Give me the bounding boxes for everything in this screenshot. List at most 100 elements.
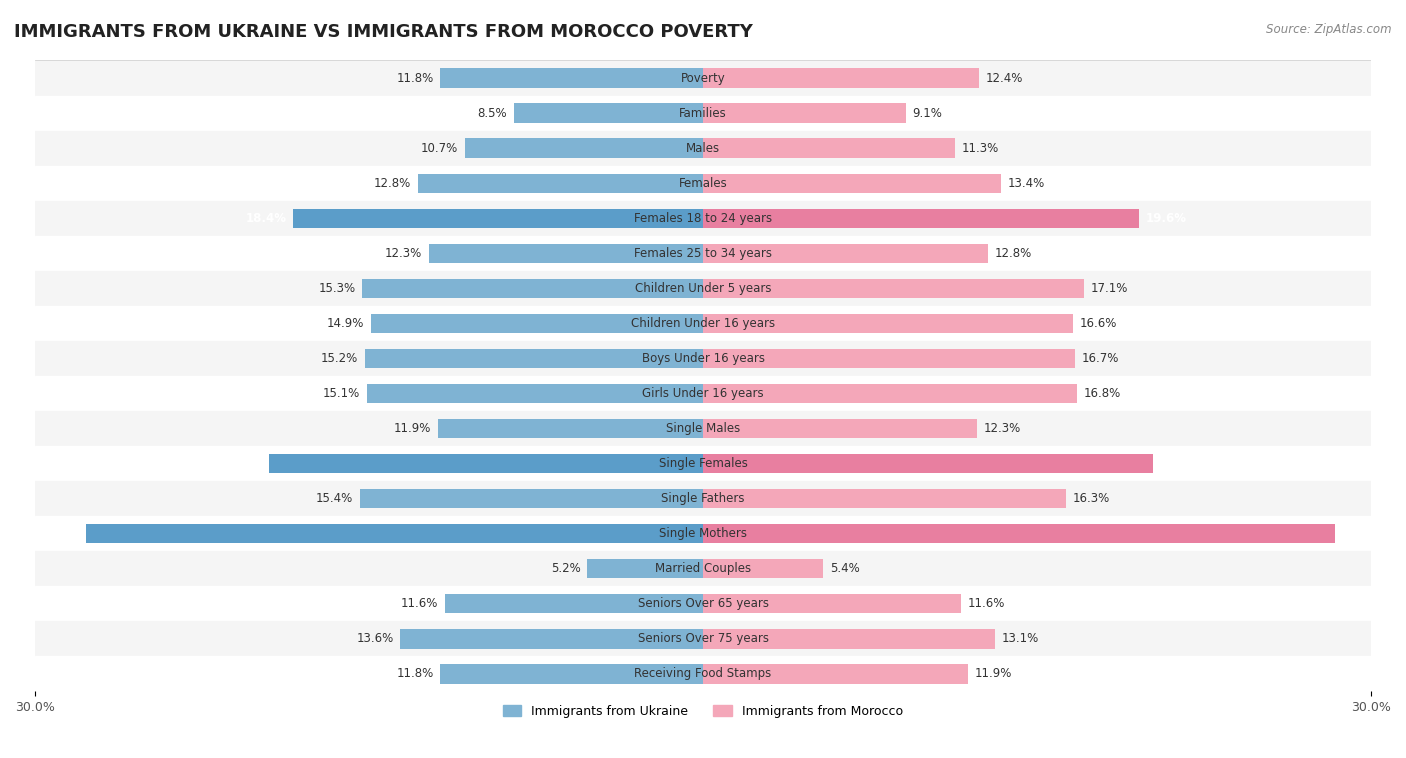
Text: Single Males: Single Males (666, 422, 740, 435)
Text: 11.9%: 11.9% (974, 668, 1012, 681)
Text: 12.3%: 12.3% (984, 422, 1021, 435)
Bar (588, 559, 703, 578)
Text: Females 18 to 24 years: Females 18 to 24 years (634, 211, 772, 224)
Bar (703, 629, 994, 649)
Text: 12.4%: 12.4% (986, 71, 1024, 84)
Text: Married Couples: Married Couples (655, 562, 751, 575)
Text: 15.4%: 15.4% (316, 492, 353, 505)
Text: 16.6%: 16.6% (1080, 317, 1116, 330)
Text: IMMIGRANTS FROM UKRAINE VS IMMIGRANTS FROM MOROCCO POVERTY: IMMIGRANTS FROM UKRAINE VS IMMIGRANTS FR… (14, 23, 754, 41)
Bar (294, 208, 703, 228)
Bar (35, 587, 1371, 622)
Text: Children Under 5 years: Children Under 5 years (634, 282, 772, 295)
Text: 18.4%: 18.4% (246, 211, 287, 224)
Bar (35, 411, 1371, 446)
Bar (440, 68, 703, 88)
Bar (371, 314, 703, 333)
Text: 10.7%: 10.7% (420, 142, 458, 155)
Bar (35, 551, 1371, 587)
Text: Families: Families (679, 107, 727, 120)
Text: Single Females: Single Females (658, 457, 748, 470)
Bar (444, 594, 703, 613)
Text: 17.1%: 17.1% (1091, 282, 1128, 295)
Bar (703, 279, 1084, 298)
Text: 11.6%: 11.6% (401, 597, 439, 610)
Text: 13.1%: 13.1% (1001, 632, 1039, 645)
Bar (35, 271, 1371, 306)
Text: 12.8%: 12.8% (994, 247, 1032, 260)
Bar (703, 384, 1077, 403)
Text: 14.9%: 14.9% (328, 317, 364, 330)
Bar (703, 139, 955, 158)
Bar (35, 306, 1371, 341)
Text: Females 25 to 34 years: Females 25 to 34 years (634, 247, 772, 260)
Bar (35, 130, 1371, 166)
Bar (35, 481, 1371, 516)
Text: Poverty: Poverty (681, 71, 725, 84)
Text: Seniors Over 65 years: Seniors Over 65 years (637, 597, 769, 610)
Bar (401, 629, 703, 649)
Bar (367, 384, 703, 403)
Text: 13.4%: 13.4% (1008, 177, 1045, 190)
Bar (703, 174, 1001, 193)
Bar (703, 68, 979, 88)
Text: 28.4%: 28.4% (1343, 528, 1384, 540)
Text: 12.8%: 12.8% (374, 177, 412, 190)
Bar (703, 664, 967, 684)
Bar (703, 243, 988, 263)
Bar (363, 279, 703, 298)
Text: Boys Under 16 years: Boys Under 16 years (641, 352, 765, 365)
Bar (513, 103, 703, 123)
Text: 16.8%: 16.8% (1084, 387, 1121, 400)
Bar (35, 166, 1371, 201)
Bar (703, 454, 1153, 473)
Text: Source: ZipAtlas.com: Source: ZipAtlas.com (1267, 23, 1392, 36)
Bar (35, 201, 1371, 236)
Bar (703, 314, 1073, 333)
Legend: Immigrants from Ukraine, Immigrants from Morocco: Immigrants from Ukraine, Immigrants from… (498, 700, 908, 723)
Bar (703, 489, 1066, 509)
Bar (35, 236, 1371, 271)
Bar (269, 454, 703, 473)
Bar (360, 489, 703, 509)
Bar (703, 559, 824, 578)
Text: Children Under 16 years: Children Under 16 years (631, 317, 775, 330)
Text: 15.2%: 15.2% (321, 352, 359, 365)
Bar (465, 139, 703, 158)
Text: 27.7%: 27.7% (39, 528, 80, 540)
Text: 15.1%: 15.1% (323, 387, 360, 400)
Text: 9.1%: 9.1% (912, 107, 942, 120)
Bar (35, 656, 1371, 691)
Text: 19.5%: 19.5% (221, 457, 262, 470)
Text: 16.3%: 16.3% (1073, 492, 1109, 505)
Text: Receiving Food Stamps: Receiving Food Stamps (634, 668, 772, 681)
Bar (703, 524, 1336, 543)
Text: 19.6%: 19.6% (1146, 211, 1187, 224)
Bar (35, 376, 1371, 411)
Text: Females: Females (679, 177, 727, 190)
Text: 5.4%: 5.4% (830, 562, 859, 575)
Bar (703, 594, 962, 613)
Bar (35, 516, 1371, 551)
Text: 5.2%: 5.2% (551, 562, 581, 575)
Bar (35, 446, 1371, 481)
Text: 8.5%: 8.5% (478, 107, 508, 120)
Text: Girls Under 16 years: Girls Under 16 years (643, 387, 763, 400)
Text: Single Fathers: Single Fathers (661, 492, 745, 505)
Bar (35, 61, 1371, 96)
Text: Males: Males (686, 142, 720, 155)
Bar (703, 349, 1076, 368)
Text: Single Mothers: Single Mothers (659, 528, 747, 540)
Bar (439, 419, 703, 438)
Bar (703, 208, 1139, 228)
Text: 20.2%: 20.2% (1160, 457, 1201, 470)
Bar (429, 243, 703, 263)
Text: Seniors Over 75 years: Seniors Over 75 years (637, 632, 769, 645)
Text: 11.6%: 11.6% (967, 597, 1005, 610)
Text: 13.6%: 13.6% (356, 632, 394, 645)
Bar (703, 419, 977, 438)
Bar (440, 664, 703, 684)
Text: 16.7%: 16.7% (1081, 352, 1119, 365)
Text: 11.3%: 11.3% (962, 142, 998, 155)
Bar (35, 341, 1371, 376)
